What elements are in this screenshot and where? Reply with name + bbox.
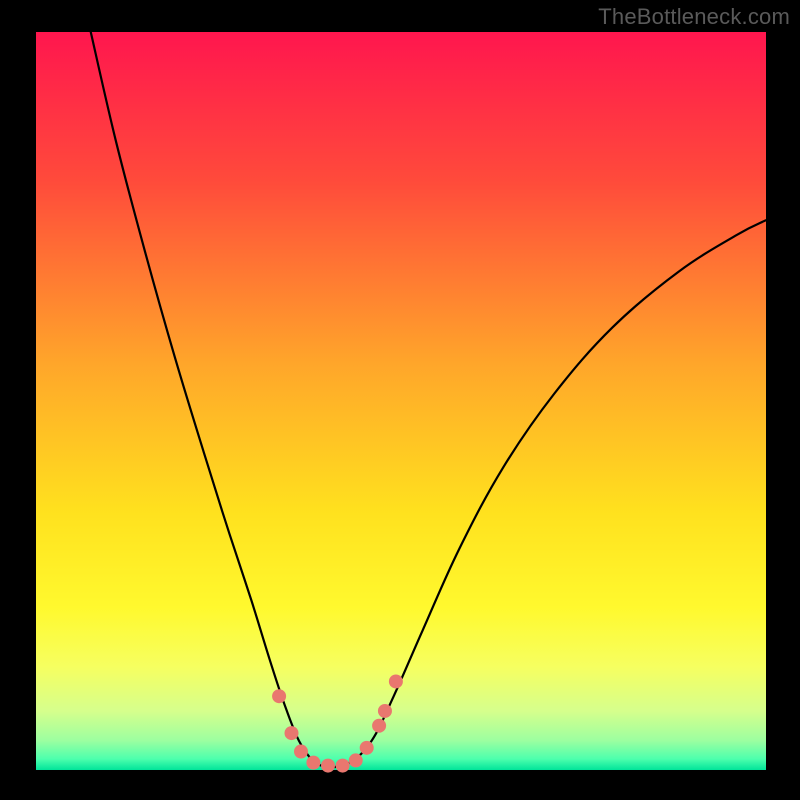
data-marker bbox=[285, 726, 299, 740]
data-marker bbox=[360, 741, 374, 755]
data-marker bbox=[389, 674, 403, 688]
bottleneck-chart-svg bbox=[0, 0, 800, 800]
data-marker bbox=[372, 719, 386, 733]
data-marker bbox=[321, 759, 335, 773]
chart-stage: TheBottleneck.com bbox=[0, 0, 800, 800]
data-marker bbox=[272, 689, 286, 703]
chart-background bbox=[36, 32, 766, 770]
data-marker bbox=[336, 759, 350, 773]
data-marker bbox=[349, 753, 363, 767]
data-marker bbox=[306, 756, 320, 770]
watermark-text: TheBottleneck.com bbox=[598, 4, 790, 30]
data-marker bbox=[378, 704, 392, 718]
data-marker bbox=[294, 745, 308, 759]
